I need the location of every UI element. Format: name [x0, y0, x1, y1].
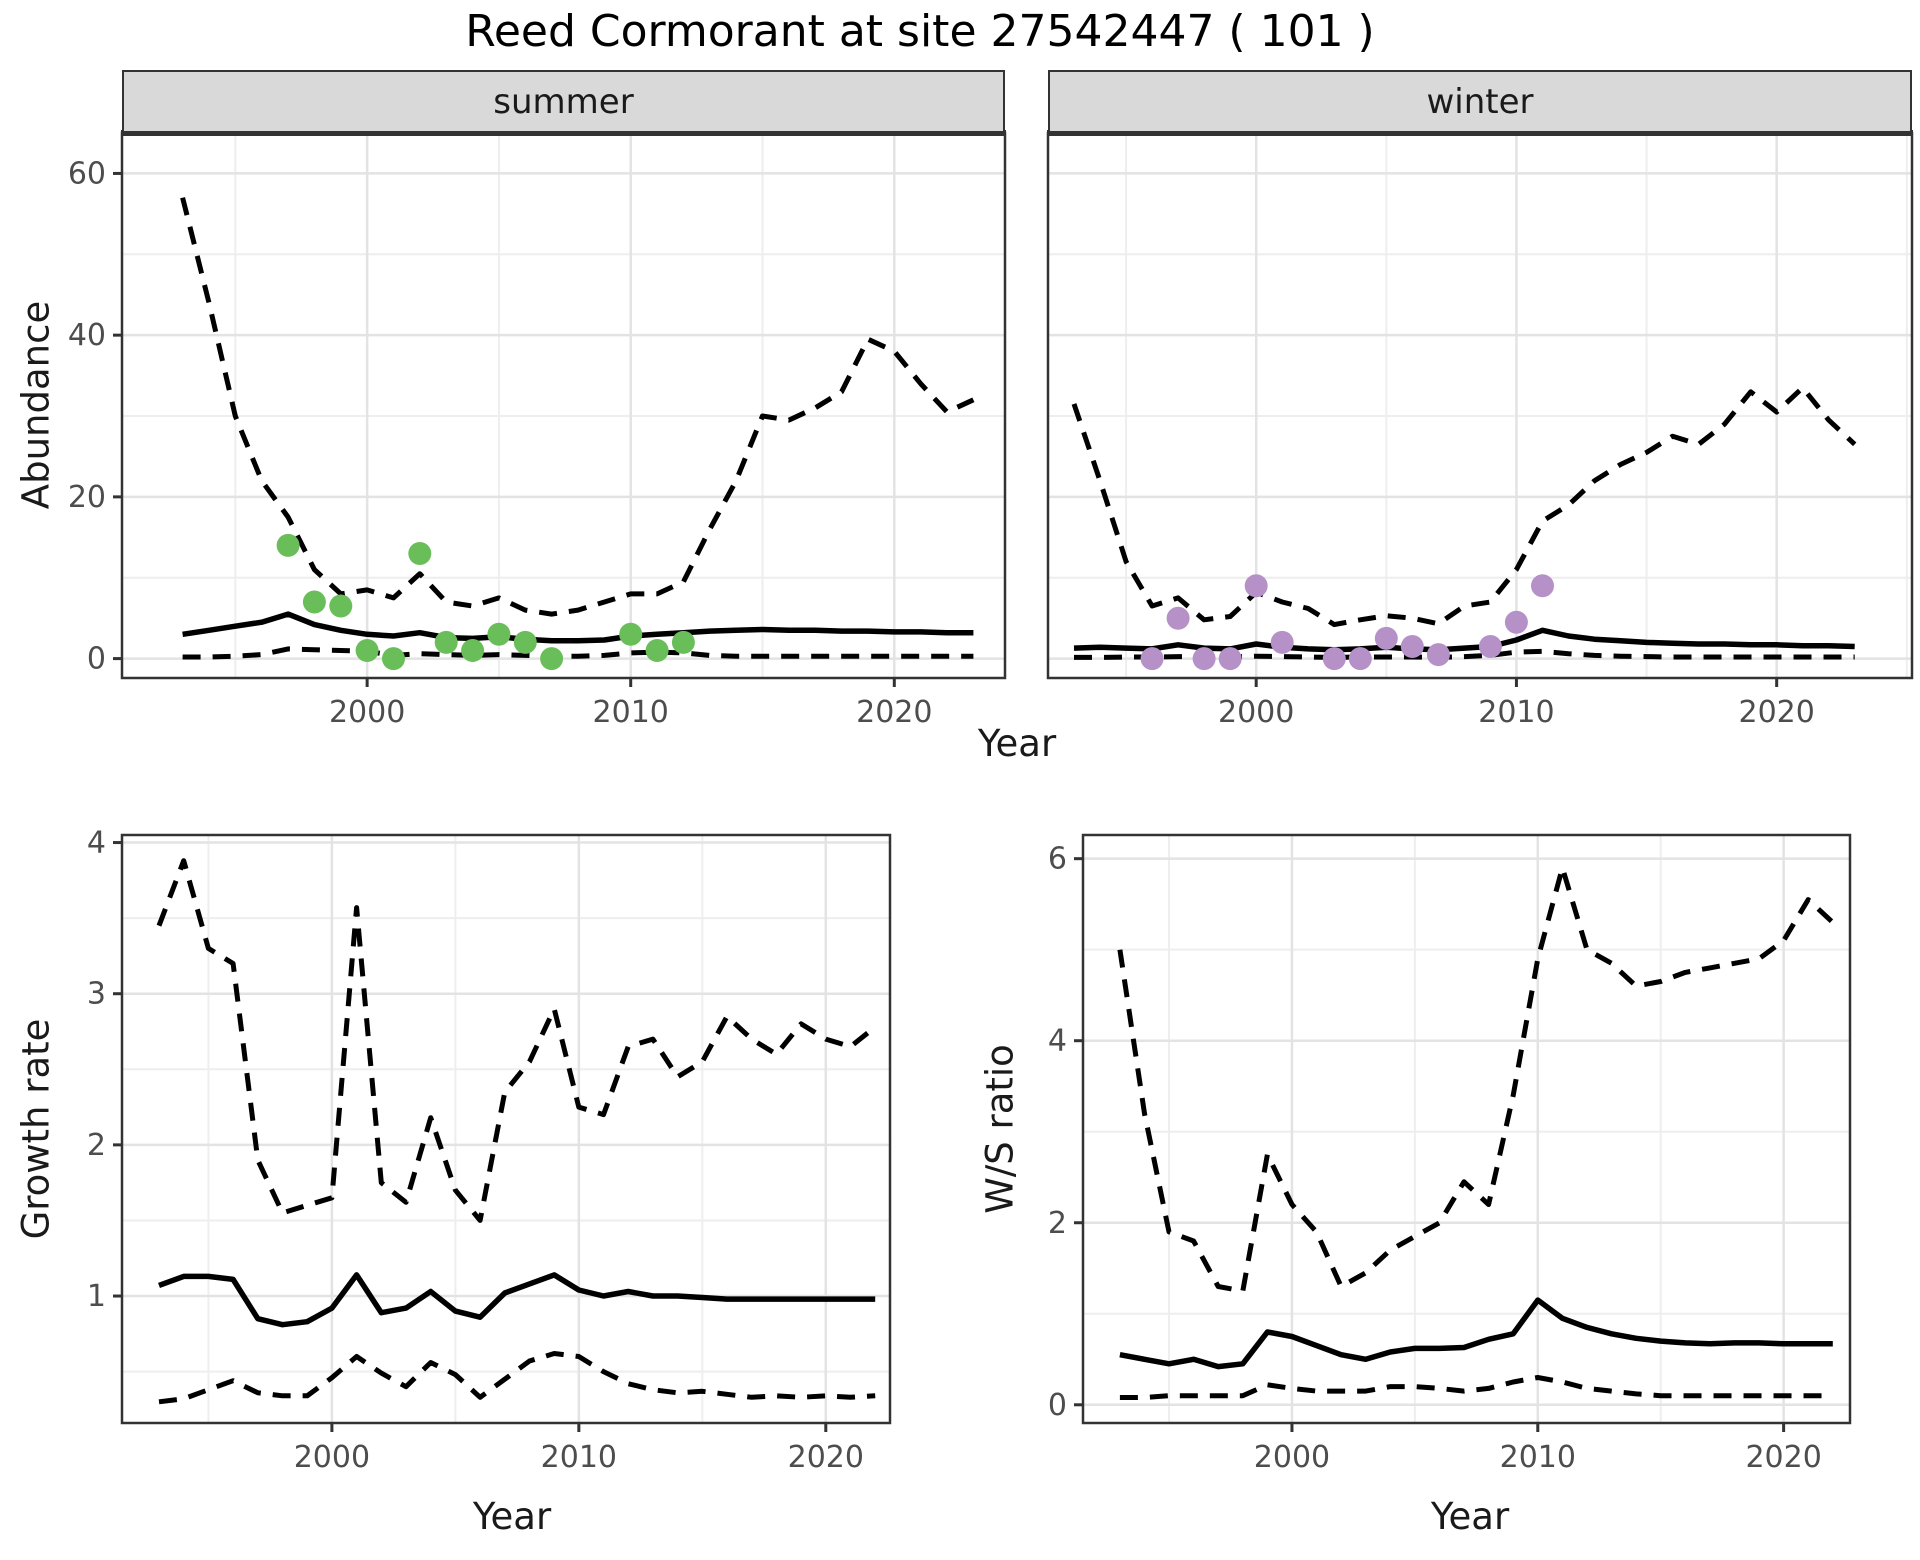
observed-counts-winter-point — [1270, 630, 1294, 654]
abundance_summer-panel: 2000 2010 2020 0 20 40 60 — [68, 130, 1007, 730]
observed-counts-summer-point — [434, 630, 458, 654]
abundance_winter-upper-ci-line — [1071, 385, 1857, 628]
growth_rate-panel-border — [120, 833, 892, 1425]
x-axis-title-year-bottom-right: Year — [1430, 1495, 1510, 1538]
facet-strip-winter-label: winter — [1426, 81, 1534, 122]
y-axis-tick-label: 0 — [87, 642, 106, 677]
y-axis-title-abundance: Abundance — [14, 300, 58, 510]
x-axis-title-year-top: Year — [977, 722, 1057, 765]
page-title: Reed Cormorant at site 27542447 ( 101 ) — [465, 6, 1375, 57]
observed-counts-summer-point — [276, 533, 300, 557]
observed-counts-winter-point — [1426, 643, 1450, 667]
y-axis-tick-label: 1 — [87, 1279, 106, 1314]
y-axis-tick-label: 40 — [68, 318, 106, 353]
observed-counts-winter-point — [1400, 635, 1424, 658]
y-axis-tick-label: 4 — [87, 826, 106, 861]
observed-counts-summer-point — [513, 630, 537, 654]
x-axis-tick-label: 2000 — [329, 695, 405, 730]
y-axis-title-ws-ratio: W/S ratio — [978, 1044, 1022, 1214]
growth_rate-upper-ci-line — [156, 858, 877, 1223]
x-axis-tick-label: 2020 — [1745, 1440, 1821, 1475]
x-axis-tick-label: 2000 — [294, 1440, 370, 1475]
growth_rate-panel: 2000 2010 2020 1 2 3 4 — [87, 826, 892, 1475]
y-axis-tick-label: 2 — [87, 1128, 106, 1163]
facet-strip-summer: summer — [122, 70, 1005, 133]
observed-counts-winter-point — [1244, 574, 1268, 598]
observed-counts-summer-point — [619, 622, 643, 646]
observed-counts-winter-point — [1374, 626, 1398, 650]
y-axis-tick-label: 6 — [1048, 842, 1067, 877]
y-axis-tick-label: 2 — [1048, 1206, 1067, 1241]
observed-counts-summer-point — [329, 594, 353, 618]
growth_rate-lower-ci-line — [158, 1351, 876, 1405]
facet-strip-winter: winter — [1048, 70, 1912, 133]
x-axis-tick-label: 2010 — [593, 695, 669, 730]
x-axis-tick-label: 2020 — [856, 695, 932, 730]
ws_ratio-median-line — [1119, 1297, 1833, 1370]
observed-counts-winter-point — [1192, 647, 1216, 671]
x-axis-tick-label: 2010 — [1478, 695, 1554, 730]
observed-counts-winter-point — [1218, 647, 1242, 671]
observed-counts-summer-point — [408, 542, 432, 565]
y-axis-tick-label: 4 — [1048, 1024, 1067, 1059]
observed-counts-summer-point — [540, 647, 564, 671]
y-axis-tick-label: 0 — [1048, 1388, 1067, 1423]
observed-counts-summer-point — [355, 639, 379, 662]
y-axis-title-growth-rate: Growth rate — [14, 1018, 58, 1240]
observed-counts-winter-point — [1531, 574, 1554, 598]
observed-counts-summer-point — [487, 622, 511, 646]
ws_ratio-panel-border — [1081, 833, 1852, 1425]
observed-counts-winter-point — [1348, 647, 1372, 671]
y-axis-tick-label: 3 — [87, 977, 106, 1012]
x-axis-title-year-bottom-left: Year — [472, 1495, 552, 1538]
x-axis-tick-label: 2020 — [1738, 695, 1814, 730]
observed-counts-summer-point — [461, 639, 485, 662]
abundance_summer-upper-ci-line — [180, 197, 975, 617]
ws_ratio-upper-ci-line — [1117, 865, 1835, 1294]
observed-counts-winter-point — [1478, 635, 1502, 658]
observed-counts-summer-point — [671, 630, 695, 654]
abundance_winter-panel: 2000 2010 2020 — [1046, 130, 1914, 730]
growth_rate-panel-bg — [122, 835, 890, 1423]
x-axis-tick-label: 2010 — [1500, 1440, 1576, 1475]
ws_ratio-panel: 2000 2010 2020 0 2 4 6 — [1048, 833, 1852, 1475]
observed-counts-winter-point — [1322, 647, 1346, 671]
observed-counts-summer-point — [382, 647, 405, 671]
ws_ratio-panel-bg — [1083, 835, 1850, 1423]
abundance_summer-panel-bg — [122, 133, 1005, 678]
facet-strip-summer-label: summer — [493, 81, 634, 122]
x-axis-tick-label: 2020 — [788, 1440, 864, 1475]
observed-counts-summer-point — [645, 639, 669, 662]
observed-counts-winter-point — [1504, 610, 1528, 634]
y-axis-tick-label: 60 — [68, 156, 106, 191]
x-axis-tick-label: 2010 — [541, 1440, 617, 1475]
abundance_summer-median-line — [182, 611, 974, 644]
ws_ratio-lower-ci-line — [1119, 1375, 1833, 1400]
abundance_summer-lower-ci-line — [182, 646, 974, 660]
x-axis-tick-label: 2000 — [1254, 1440, 1330, 1475]
observed-counts-summer-point — [302, 590, 326, 614]
observed-counts-winter-point — [1166, 606, 1190, 630]
observed-counts-winter-point — [1140, 647, 1164, 671]
growth_rate-median-line — [158, 1272, 876, 1328]
y-axis-tick-label: 20 — [68, 480, 106, 515]
x-axis-tick-label: 2000 — [1218, 695, 1294, 730]
